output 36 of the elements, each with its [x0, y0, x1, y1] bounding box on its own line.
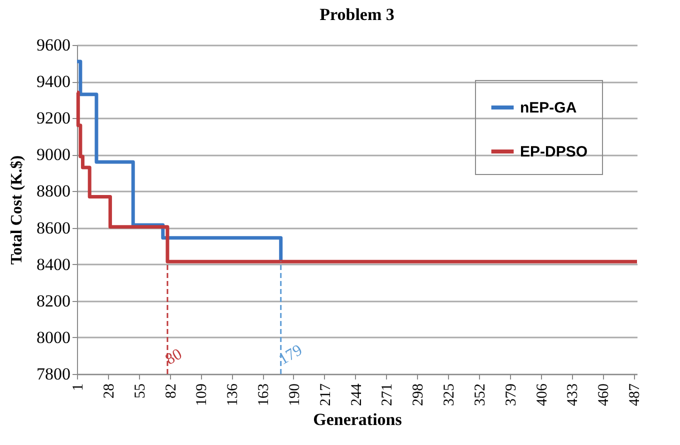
x-tick-label: 406: [534, 383, 550, 406]
legend-label: EP-DPSO: [520, 144, 588, 160]
chart-title: Problem 3: [320, 5, 394, 24]
x-tick-label: 82: [163, 384, 180, 398]
x-tick-label: 433: [565, 384, 582, 406]
x-tick-label: 28: [101, 384, 118, 398]
ref-line-label: 179: [276, 342, 306, 368]
x-tick-label: 487: [627, 383, 644, 406]
y-tick-label: 8000: [36, 328, 70, 347]
x-tick-label: 298: [410, 384, 427, 406]
x-tick-label: 352: [472, 384, 488, 406]
y-tick-label: 8600: [36, 218, 70, 238]
y-tick-label: 8800: [36, 182, 70, 201]
y-tick-label: 8200: [36, 291, 70, 310]
y-tick-label: 9200: [36, 108, 70, 128]
x-tick-label: 379: [503, 384, 520, 406]
x-tick-label: 325: [442, 384, 458, 406]
y-tick-label: 9600: [36, 36, 70, 54]
x-tick-label: 190: [286, 384, 303, 406]
x-tick-label: 136: [225, 383, 242, 406]
x-tick-label: 244: [348, 383, 365, 406]
y-tick-label: 9400: [36, 72, 70, 92]
x-tick-label: 217: [318, 383, 334, 406]
x-axis-title: Generations: [313, 410, 402, 429]
y-tick-label: 7800: [36, 364, 70, 384]
x-tick-label: 460: [596, 384, 612, 406]
legend-label: nEP-GA: [520, 100, 577, 116]
x-tick-label: 55: [132, 384, 148, 398]
y-axis-title: Total Cost (K.$): [8, 155, 26, 265]
x-tick-label: 163: [256, 384, 272, 406]
x-tick-label: 109: [194, 384, 210, 406]
x-tick-label: 1: [70, 384, 86, 391]
x-tick-label: 271: [380, 384, 396, 406]
y-tick-label: 9000: [36, 145, 70, 164]
y-tick-label: 8400: [36, 254, 70, 274]
ref-line-label: 80: [162, 346, 186, 368]
